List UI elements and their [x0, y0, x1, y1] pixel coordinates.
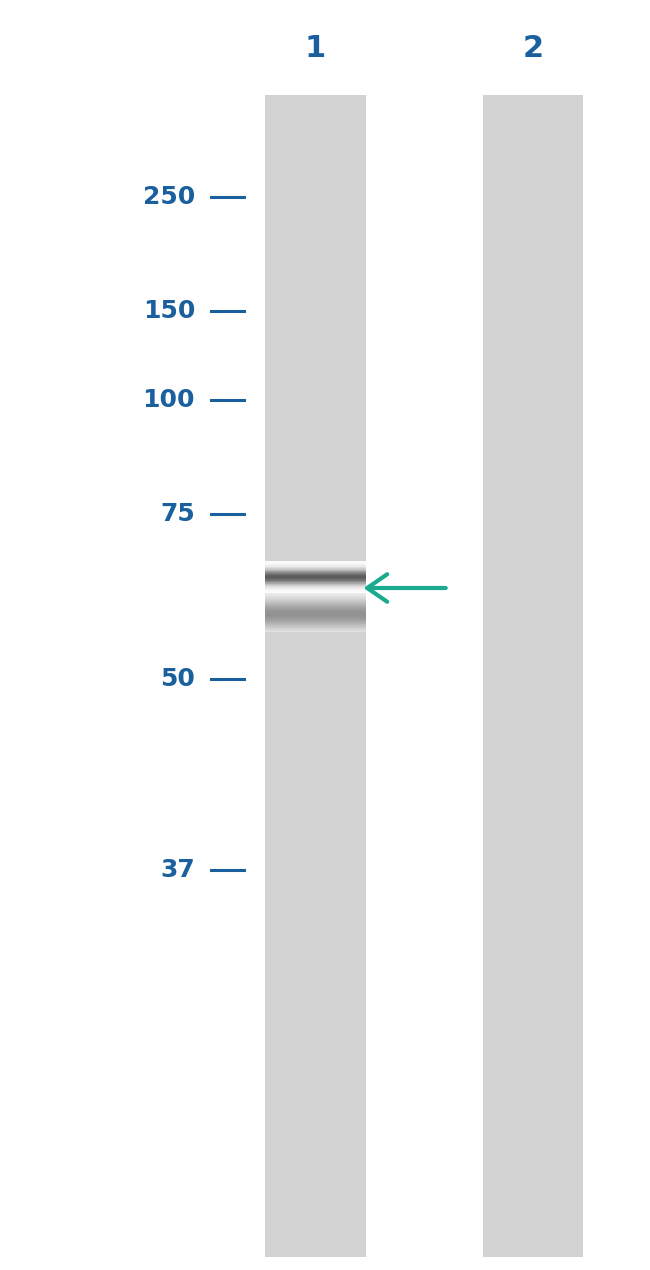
Bar: [482, 95, 584, 1257]
Text: 1: 1: [305, 34, 326, 62]
Text: 50: 50: [160, 668, 195, 691]
Bar: [265, 95, 365, 1257]
Text: 150: 150: [142, 300, 195, 323]
Text: 75: 75: [161, 503, 195, 526]
Text: 250: 250: [143, 185, 195, 208]
Text: 37: 37: [161, 859, 195, 881]
Text: 2: 2: [523, 34, 543, 62]
Text: 100: 100: [142, 389, 195, 411]
